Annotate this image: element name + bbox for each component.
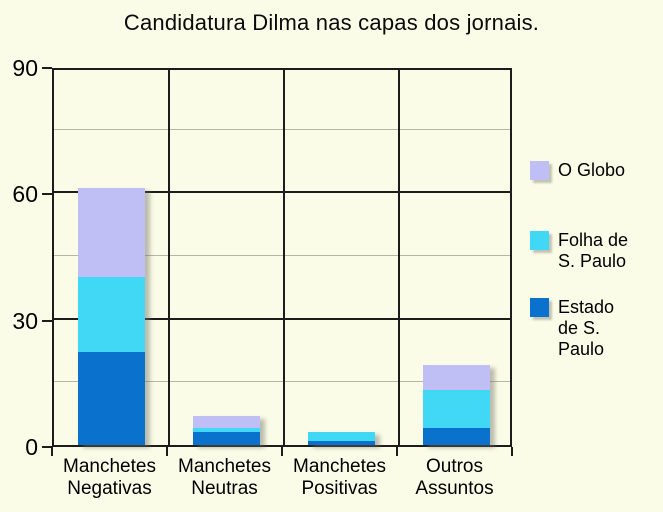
legend-label: O Globo (558, 160, 626, 180)
y-axis-label: 90 (12, 55, 38, 81)
bar-segment-o-globo (193, 415, 260, 429)
legend-item: O Globo (530, 160, 625, 181)
bar-stack (308, 66, 375, 445)
y-axis-tick (42, 193, 52, 196)
column-separator (398, 70, 400, 445)
gridline-minor (54, 255, 510, 256)
bar-segment-estado-de-s-paulo (193, 432, 260, 445)
gridline-minor (54, 128, 510, 130)
bar-segment-estado-de-s-paulo (423, 428, 490, 445)
legend-label: Estado de S. Paulo (558, 297, 615, 359)
y-axis-label: 60 (12, 181, 38, 208)
bar-segment-estado-de-s-paulo (78, 352, 145, 445)
x-axis-label: Manchetes Positivas (293, 456, 386, 499)
plot-area (52, 68, 512, 447)
column-separator (283, 70, 285, 445)
y-axis-tick (42, 67, 52, 69)
x-axis-label: Manchetes Negativas (63, 456, 156, 499)
bar-stack (423, 66, 490, 445)
legend-swatch (530, 298, 549, 317)
bar-segment-folha-de-s-paulo (308, 432, 375, 441)
bar-stack (193, 66, 260, 445)
x-axis-label: Outros Assuntos (415, 456, 494, 499)
y-axis-tick (42, 319, 52, 322)
bar-segment-o-globo (423, 365, 490, 391)
chart-title: Candidatura Dilma nas capas dos jornais. (123, 10, 540, 35)
bar-stack (78, 66, 145, 445)
y-axis-label: 30 (12, 307, 38, 334)
bar-segment-estado-de-s-paulo (308, 440, 375, 445)
legend-label: Folha de S. Paulo (558, 230, 629, 271)
x-axis-tick (511, 447, 513, 456)
gridline-major (54, 317, 510, 320)
gridline-minor (54, 381, 510, 383)
x-axis-tick (166, 447, 168, 456)
bar-segment-o-globo (78, 188, 145, 277)
legend-item: Folha de S. Paulo (530, 230, 628, 272)
y-axis-label: 0 (25, 434, 38, 460)
bar-segment-folha-de-s-paulo (423, 390, 490, 429)
legend-swatch (530, 161, 549, 180)
x-axis-tick (396, 447, 398, 456)
x-axis-tick (281, 447, 283, 456)
bar-segment-folha-de-s-paulo (193, 428, 260, 433)
bar-segment-folha-de-s-paulo (78, 276, 145, 353)
gridline-major (54, 191, 510, 194)
column-separator (168, 70, 170, 445)
x-axis-label: Manchetes Neutras (178, 456, 271, 499)
legend-swatch (530, 231, 549, 250)
y-axis-tick (42, 446, 52, 448)
x-axis-tick (51, 447, 53, 456)
legend-item: Estado de S. Paulo (530, 297, 614, 360)
